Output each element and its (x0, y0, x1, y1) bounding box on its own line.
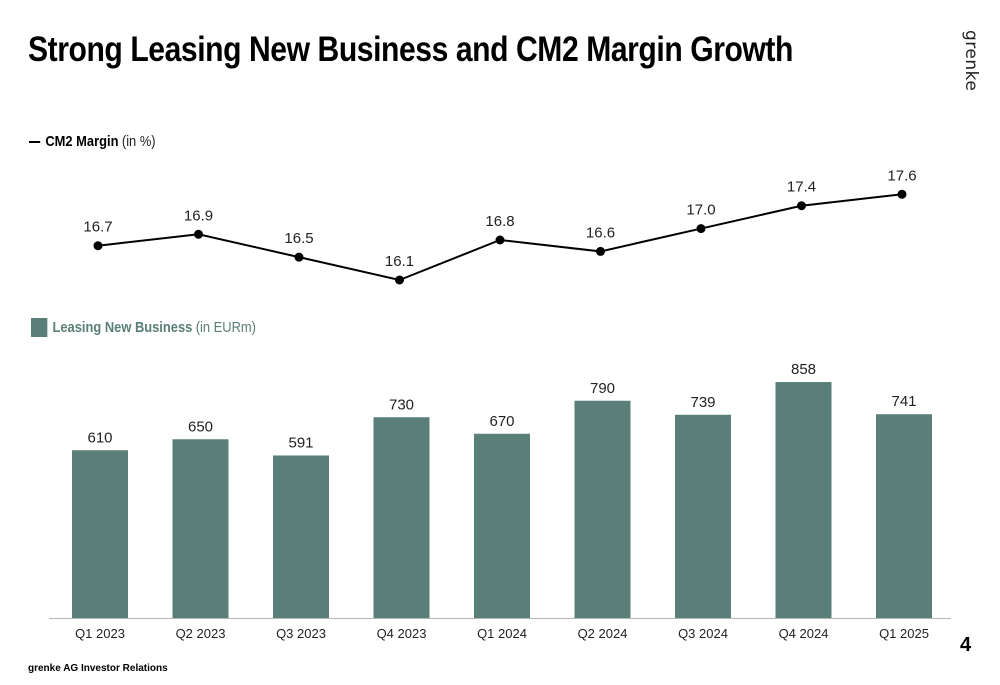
bar-8 (876, 414, 932, 618)
footer-text: grenke AG Investor Relations (28, 663, 168, 674)
bar-2 (273, 455, 329, 618)
bar-value-label-6: 739 (690, 394, 715, 411)
bar-5 (574, 400, 631, 618)
legend-leasing-new-business: Leasing New Business (in EURm) (31, 318, 256, 337)
cm2-value-label-0: 16.7 (83, 219, 112, 236)
x-tick-label-1: Q2 2023 (176, 626, 226, 641)
x-tick-label-6: Q3 2024 (678, 626, 728, 641)
x-tick-label-2: Q3 2023 (276, 626, 326, 641)
cm2-point-0 (93, 241, 103, 251)
cm2-value-label-3: 16.1 (385, 253, 414, 270)
cm2-value-label-6: 17.0 (686, 202, 715, 219)
cm2-point-6 (696, 224, 706, 234)
bar-0 (72, 450, 128, 618)
bar-4 (474, 433, 530, 618)
x-tick-label-4: Q1 2024 (477, 626, 527, 641)
bar-value-label-8: 741 (891, 393, 916, 410)
page-title: Strong Leasing New Business and CM2 Marg… (28, 30, 793, 69)
cm2-point-8 (897, 189, 907, 199)
legend-bar-unit: (in EURm) (195, 319, 256, 336)
bar-value-label-2: 591 (288, 434, 313, 451)
x-tick-label-5: Q2 2024 (578, 626, 628, 641)
legend-line-name: CM2 Margin (45, 133, 119, 150)
x-tick-label-7: Q4 2024 (779, 626, 829, 641)
bar-value-label-5: 790 (590, 380, 615, 397)
cm2-point-7 (797, 201, 806, 211)
bar-3 (373, 417, 430, 618)
bar-legend-swatch (31, 318, 48, 337)
cm2-value-label-8: 17.6 (887, 167, 916, 184)
cm2-point-2 (294, 252, 304, 262)
bar-value-label-7: 858 (791, 361, 816, 378)
legend-cm2-margin: CM2 Margin (in %) (29, 133, 156, 150)
cm2-point-1 (194, 229, 203, 239)
cm2-value-label-2: 16.5 (284, 230, 313, 247)
page-number: 4 (960, 634, 972, 656)
bar-value-label-3: 730 (389, 396, 414, 413)
line-legend-marker (29, 140, 41, 143)
bar-1 (172, 439, 229, 618)
cm2-value-label-4: 16.8 (485, 213, 514, 230)
legend-bar-name: Leasing New Business (52, 319, 193, 336)
x-tick-label-0: Q1 2023 (75, 626, 125, 641)
cm2-value-label-1: 16.9 (184, 207, 213, 224)
bar-value-label-0: 610 (87, 429, 112, 446)
bar-6 (675, 414, 731, 618)
bar-value-label-1: 650 (188, 418, 213, 435)
cm2-point-4 (495, 235, 505, 245)
bar-7 (775, 382, 832, 618)
legend-line-unit: (in %) (121, 133, 156, 150)
cm2-point-5 (596, 246, 605, 256)
x-tick-label-8: Q1 2025 (879, 626, 929, 641)
grenke-logo: grenke (961, 30, 981, 92)
cm2-point-3 (395, 275, 404, 285)
cm2-value-label-7: 17.4 (787, 179, 816, 196)
x-tick-label-3: Q4 2023 (377, 626, 427, 641)
cm2-value-label-5: 16.6 (586, 224, 615, 241)
bar-value-label-4: 670 (489, 413, 514, 430)
